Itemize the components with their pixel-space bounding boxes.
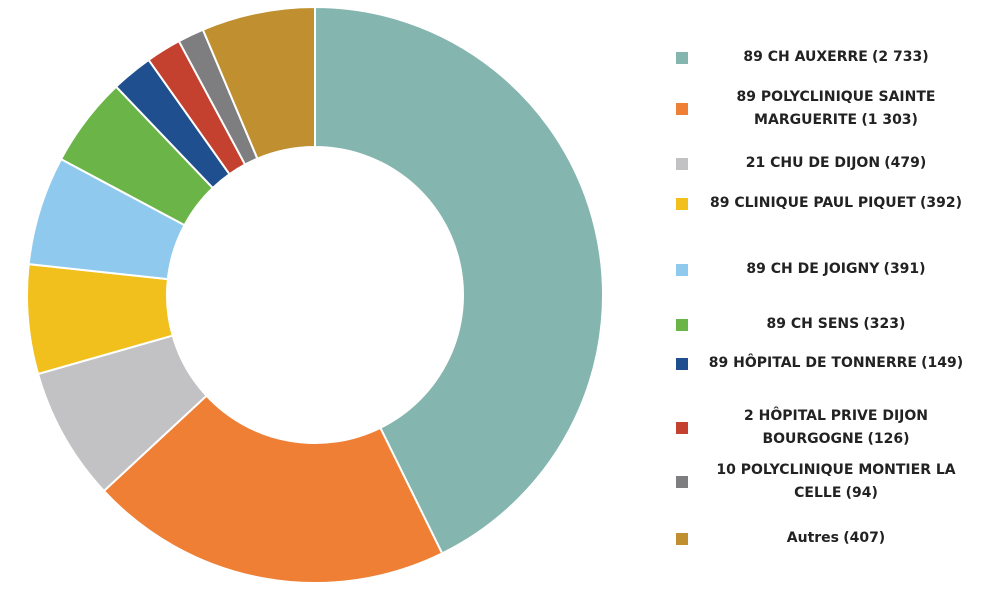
legend-label: 89 POLYCLINIQUE SAINTE MARGUERITE (1 303) (696, 86, 976, 132)
legend-label: 21 CHU DE DIJON (479) (696, 152, 976, 175)
legend-value: (1 303) (861, 112, 918, 128)
legend-swatch (676, 318, 688, 331)
legend-value: (94) (845, 485, 878, 501)
legend-name: 89 CLINIQUE PAUL PIQUET (709, 195, 916, 211)
legend-item: 89 CLINIQUE PAUL PIQUET (392) (676, 192, 986, 215)
legend-swatch (676, 197, 688, 210)
legend-name: 21 CHU DE DIJON (745, 155, 881, 171)
legend-item: 89 POLYCLINIQUE SAINTE MARGUERITE (1 303) (676, 86, 986, 132)
legend-item: 89 CH AUXERRE (2 733) (676, 46, 986, 69)
slice (314, 5, 604, 555)
legend-name: 89 CH AUXERRE (743, 49, 868, 65)
legend-label: Autres (407) (696, 527, 976, 550)
legend-name: 89 CH SENS (766, 316, 860, 332)
slice (201, 5, 316, 160)
legend-name: 89 POLYCLINIQUE SAINTE MARGUERITE (736, 89, 936, 128)
legend-swatch (676, 263, 688, 276)
legend-value: (149) (921, 355, 964, 371)
legend-label: 10 POLYCLINIQUE MONTIER LA CELLE (94) (696, 459, 976, 505)
slice (102, 394, 444, 584)
legend-item: 2 HÔPITAL PRIVE DIJON BOURGOGNE (126) (676, 405, 986, 451)
legend-value: (407) (843, 530, 886, 546)
donut (26, 5, 604, 584)
legend-value: (2 733) (872, 49, 929, 65)
legend-swatch (676, 532, 688, 545)
legend-item: Autres (407) (676, 527, 986, 550)
legend-name: 10 POLYCLINIQUE MONTIER LA CELLE (716, 462, 956, 501)
legend-swatch (676, 51, 688, 64)
legend-swatch (676, 422, 688, 434)
legend-label: 89 CLINIQUE PAUL PIQUET (392) (696, 192, 976, 215)
legend-swatch (676, 157, 688, 170)
legend-item: 89 CH DE JOIGNY (391) (676, 258, 986, 281)
legend-item: 21 CHU DE DIJON (479) (676, 152, 986, 175)
legend-item: 89 CH SENS (323) (676, 313, 986, 336)
legend-name: 89 CH DE JOIGNY (746, 261, 880, 277)
legend-label: 2 HÔPITAL PRIVE DIJON BOURGOGNE (126) (696, 405, 976, 451)
legend-name: Autres (786, 530, 839, 546)
legend-label: 89 HÔPITAL DE TONNERRE (149) (696, 352, 976, 375)
legend-item: 10 POLYCLINIQUE MONTIER LA CELLE (94) (676, 459, 986, 505)
legend-label: 89 CH AUXERRE (2 733) (696, 46, 976, 69)
legend-name: 2 HÔPITAL PRIVE DIJON BOURGOGNE (744, 408, 928, 447)
legend-value: (126) (867, 431, 910, 447)
legend-value: (391) (883, 261, 926, 277)
legend-value: (479) (884, 155, 927, 171)
legend-item: 89 HÔPITAL DE TONNERRE (149) (676, 352, 986, 375)
legend-label: 89 CH DE JOIGNY (391) (696, 258, 976, 281)
legend-label: 89 CH SENS (323) (696, 313, 976, 336)
legend-value: (323) (863, 316, 906, 332)
legend-swatch (676, 103, 688, 115)
legend-name: 89 HÔPITAL DE TONNERRE (708, 355, 917, 371)
legend-swatch (676, 357, 688, 370)
legend-value: (392) (919, 195, 962, 211)
legend-swatch (676, 476, 688, 488)
